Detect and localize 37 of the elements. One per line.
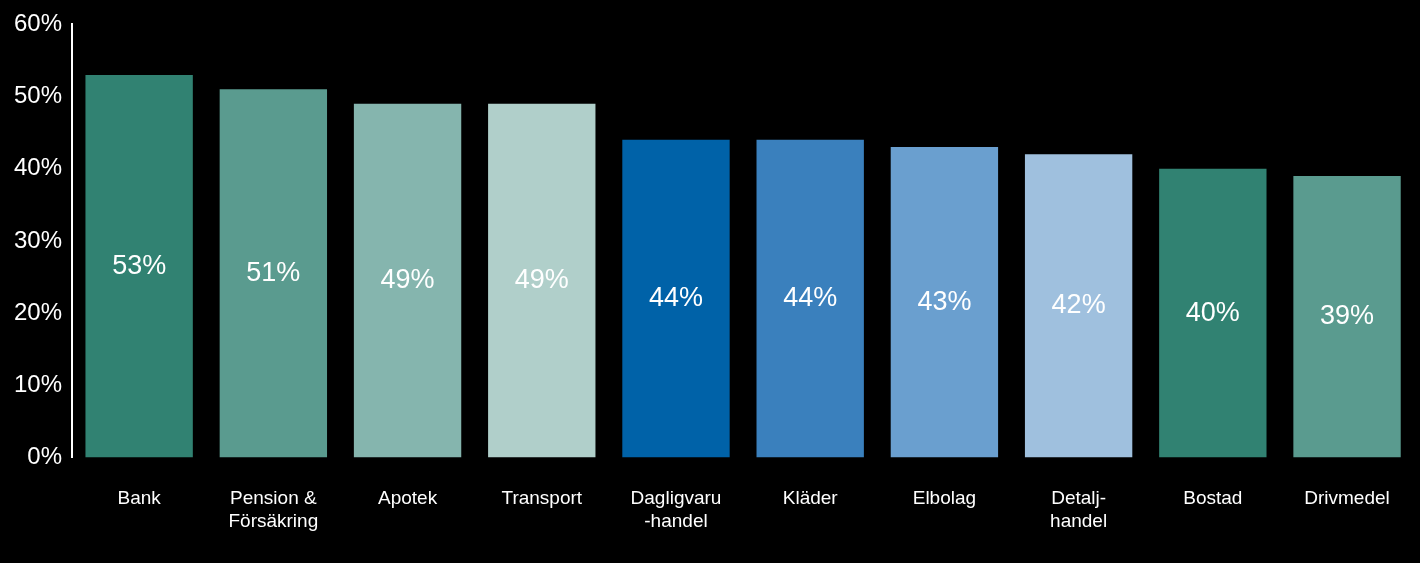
bar [219, 89, 328, 458]
data-label: 49% [514, 264, 569, 295]
data-label: 51% [246, 256, 301, 287]
x-tick-label: Detalj- handel [1050, 487, 1108, 531]
bar [85, 74, 193, 458]
data-label: 49% [380, 264, 435, 295]
bar [1159, 168, 1267, 458]
y-tick-label: 60% [13, 9, 63, 37]
data-label: 42% [1051, 289, 1106, 320]
bar [353, 103, 462, 458]
data-label: 44% [648, 282, 704, 313]
y-tick-label: 30% [13, 225, 63, 253]
x-tick-label: Transport [501, 487, 583, 509]
bar [756, 139, 864, 458]
data-label: 39% [1320, 300, 1375, 331]
y-tick-label: 50% [13, 81, 63, 109]
x-tick-label: Bostad [1183, 487, 1243, 509]
bar [890, 147, 999, 458]
data-label: 43% [917, 285, 972, 316]
x-tick-label: Elbolag [912, 487, 977, 509]
bar [1293, 175, 1401, 458]
x-tick-label: Apotek [377, 487, 438, 509]
data-label: 40% [1185, 296, 1240, 327]
x-tick-label: Dagligvaru -handel [630, 487, 722, 531]
y-tick-label: 0% [27, 442, 63, 470]
data-label: 53% [112, 249, 167, 280]
y-tick-label: 10% [13, 369, 63, 397]
x-tick-label: Bank [117, 487, 162, 509]
data-label: 44% [783, 282, 838, 313]
x-tick-label: Pension & Försäkring [228, 487, 319, 531]
bar [1024, 154, 1133, 458]
bar [488, 103, 596, 458]
x-tick-label: Drivmedel [1304, 487, 1390, 509]
y-tick-label: 20% [13, 297, 63, 325]
bar [622, 139, 730, 458]
y-tick-label: 40% [13, 153, 63, 181]
x-tick-label: Kläder [782, 487, 839, 509]
